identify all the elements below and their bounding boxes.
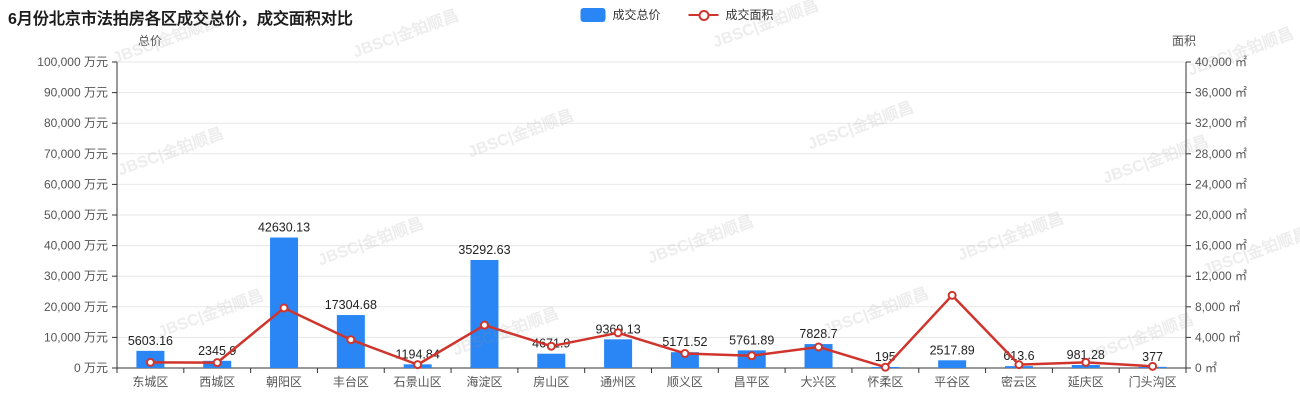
legend-label: 成交面积 xyxy=(725,8,774,22)
bar-value-label-海淀区: 35292.63 xyxy=(458,243,510,257)
line-marker-顺义区[interactable] xyxy=(680,348,690,358)
area-line-series xyxy=(150,294,1153,369)
bar-顺义区[interactable] xyxy=(670,352,699,368)
bar-value-label-平谷区: 2517.89 xyxy=(930,343,975,357)
line-marker-海淀区[interactable] xyxy=(479,320,489,330)
bar-通州区[interactable] xyxy=(604,339,633,368)
line-marker-怀柔区[interactable] xyxy=(880,362,890,372)
bar-value-label-朝阳区: 42630.13 xyxy=(258,221,310,235)
chart-title: 6月份北京市法拍房各区成交总价，成交面积对比 xyxy=(8,11,353,28)
right-axis-tick-label: 36,000 ㎡ xyxy=(1195,86,1247,100)
left-axis-tick-label: 90,000 万元 xyxy=(44,86,108,100)
line-marker-密云区[interactable] xyxy=(1014,360,1024,370)
line-marker-西城区[interactable] xyxy=(212,358,222,368)
line-marker-石景山区[interactable] xyxy=(413,360,423,370)
line-marker-朝阳区[interactable] xyxy=(279,303,289,313)
right-axis-tick-label: 24,000 ㎡ xyxy=(1195,177,1247,191)
left-axis-tick-label: 80,000 万元 xyxy=(44,116,108,130)
x-axis-label-延庆区: 延庆区 xyxy=(1068,375,1104,389)
left-axis-title: 总价 xyxy=(138,34,163,48)
bar-value-label-门头沟区: 377 xyxy=(1142,350,1163,364)
line-marker-大兴区[interactable] xyxy=(814,342,824,352)
bar-value-label-大兴区: 7828.7 xyxy=(799,327,837,341)
x-axis-label-东城区: 东城区 xyxy=(132,375,168,389)
x-axis-label-房山区: 房山区 xyxy=(533,374,569,389)
bar-value-label-密云区: 613.6 xyxy=(1003,349,1034,363)
left-axis-tick-label: 30,000 万元 xyxy=(44,269,108,283)
bar-房山区[interactable] xyxy=(537,353,566,368)
right-axis-tick-label: 16,000 ㎡ xyxy=(1195,239,1247,253)
x-axis-label-怀柔区: 怀柔区 xyxy=(867,375,903,389)
x-axis-label-顺义区: 顺义区 xyxy=(667,375,703,389)
bar-value-label-昌平区: 5761.89 xyxy=(729,333,774,347)
left-axis-tick-label: 10,000 万元 xyxy=(44,330,108,344)
x-axis-label-西城区: 西城区 xyxy=(199,375,235,389)
legend: 成交总价 成交面积 xyxy=(580,6,774,23)
left-axis-tick-label: 50,000 万元 xyxy=(44,208,108,222)
line-marker-房山区[interactable] xyxy=(546,341,556,351)
line-marker-丰台区[interactable] xyxy=(346,335,356,345)
right-axis-tick-label: 20,000 ㎡ xyxy=(1195,208,1247,222)
x-axis-label-门头沟区: 门头沟区 xyxy=(1129,374,1177,389)
bar-朝阳区[interactable] xyxy=(270,237,299,368)
bar-平谷区[interactable] xyxy=(938,360,967,368)
right-axis-tick-label: 40,000 ㎡ xyxy=(1195,55,1247,69)
legend-item-area[interactable]: 成交面积 xyxy=(688,6,774,23)
left-axis-tick-label: 70,000 万元 xyxy=(44,147,108,161)
right-axis-tick-label: 8,000 ㎡ xyxy=(1195,300,1240,314)
right-axis-title: 面积 xyxy=(1172,34,1197,48)
bar-series-swatch-icon xyxy=(580,7,606,22)
left-axis-tick-label: 40,000 万元 xyxy=(44,239,108,253)
bar-value-label-延庆区: 981.28 xyxy=(1067,348,1105,362)
x-axis-label-密云区: 密云区 xyxy=(1001,374,1037,389)
line-marker-东城区[interactable] xyxy=(145,357,155,367)
x-axis-label-海淀区: 海淀区 xyxy=(466,374,502,389)
left-axis-tick-label: 20,000 万元 xyxy=(44,300,108,314)
line-marker-通州区[interactable] xyxy=(613,328,623,338)
left-axis-tick-label: 60,000 万元 xyxy=(44,177,108,191)
line-marker-昌平区[interactable] xyxy=(747,351,757,361)
x-axis-label-石景山区: 石景山区 xyxy=(394,375,442,389)
left-axis-tick-label: 100,000 万元 xyxy=(37,55,108,69)
bar-value-label-怀柔区: 195 xyxy=(875,350,896,364)
bar-海淀区[interactable] xyxy=(470,260,499,368)
right-axis-tick-label: 0 ㎡ xyxy=(1195,361,1217,375)
legend-label: 成交总价 xyxy=(612,8,661,22)
x-axis-label-朝阳区: 朝阳区 xyxy=(266,375,302,389)
line-marker-延庆区[interactable] xyxy=(1081,357,1091,367)
line-marker-门头沟区[interactable] xyxy=(1148,361,1158,371)
right-axis-tick-label: 32,000 ㎡ xyxy=(1195,116,1247,130)
x-axis-label-平谷区: 平谷区 xyxy=(934,375,970,389)
right-axis-tick-label: 12,000 ㎡ xyxy=(1195,269,1247,283)
bar-value-label-东城区: 5603.16 xyxy=(128,334,173,348)
x-axis-label-大兴区: 大兴区 xyxy=(801,375,837,389)
legend-item-total-price[interactable]: 成交总价 xyxy=(580,6,661,23)
line-series-swatch-icon xyxy=(688,8,719,22)
x-axis-label-丰台区: 丰台区 xyxy=(333,374,369,389)
x-axis-label-通州区: 通州区 xyxy=(600,375,636,389)
right-axis-tick-label: 4,000 ㎡ xyxy=(1195,330,1240,344)
left-axis-tick-label: 0 万元 xyxy=(74,361,108,375)
right-axis-tick-label: 28,000 ㎡ xyxy=(1195,147,1247,161)
bar-value-label-顺义区: 5171.52 xyxy=(662,335,707,349)
bar-value-label-丰台区: 17304.68 xyxy=(325,298,377,312)
line-marker-平谷区[interactable] xyxy=(947,290,957,300)
x-axis-label-昌平区: 昌平区 xyxy=(734,375,770,389)
